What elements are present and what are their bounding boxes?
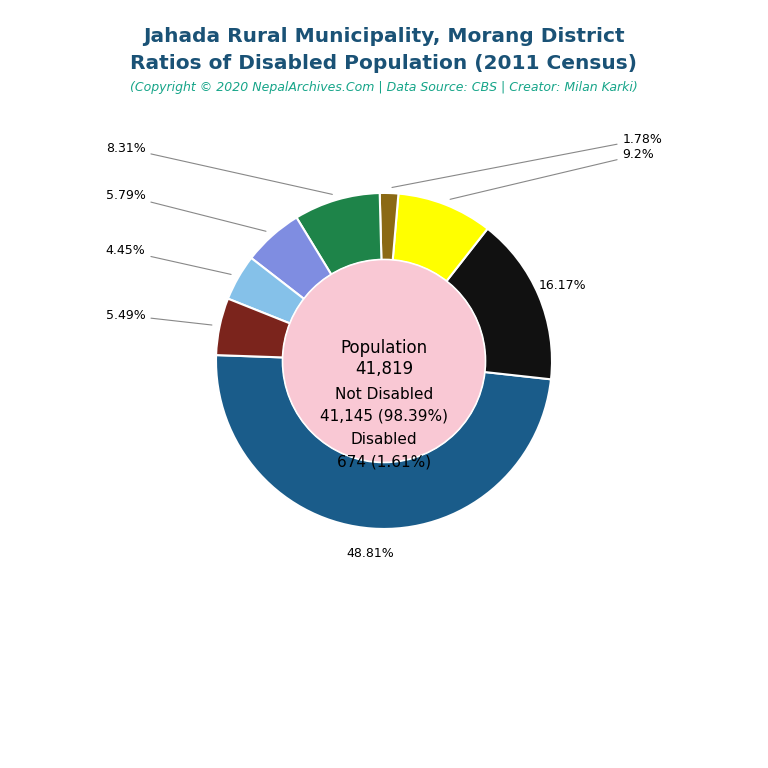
Text: 5.79%: 5.79% [105, 189, 266, 231]
Text: (Copyright © 2020 NepalArchives.Com | Data Source: CBS | Creator: Milan Karki): (Copyright © 2020 NepalArchives.Com | Da… [130, 81, 638, 94]
Text: 5.49%: 5.49% [106, 309, 212, 325]
Wedge shape [379, 193, 399, 260]
Text: 8.31%: 8.31% [106, 142, 333, 194]
Text: Population: Population [340, 339, 428, 356]
Text: 4.45%: 4.45% [106, 244, 231, 274]
Text: Ratios of Disabled Population (2011 Census): Ratios of Disabled Population (2011 Cens… [131, 54, 637, 73]
Text: Jahada Rural Municipality, Morang District: Jahada Rural Municipality, Morang Distri… [143, 27, 625, 46]
Wedge shape [296, 193, 382, 275]
Text: 9.2%: 9.2% [450, 148, 654, 200]
Wedge shape [446, 229, 552, 379]
Text: 48.81%: 48.81% [346, 547, 394, 560]
Circle shape [283, 260, 485, 462]
Wedge shape [251, 217, 332, 300]
Wedge shape [216, 299, 290, 357]
Wedge shape [392, 194, 488, 282]
Text: 41,819: 41,819 [355, 360, 413, 379]
Text: 1.78%: 1.78% [392, 133, 663, 187]
Circle shape [284, 261, 484, 461]
Wedge shape [228, 258, 304, 323]
Text: 16.17%: 16.17% [538, 280, 586, 293]
Wedge shape [216, 355, 551, 529]
Text: Not Disabled: Not Disabled [335, 387, 433, 402]
Text: 41,145 (98.39%): 41,145 (98.39%) [320, 409, 448, 424]
Text: 674 (1.61%): 674 (1.61%) [337, 454, 431, 469]
Text: Disabled: Disabled [351, 432, 417, 448]
